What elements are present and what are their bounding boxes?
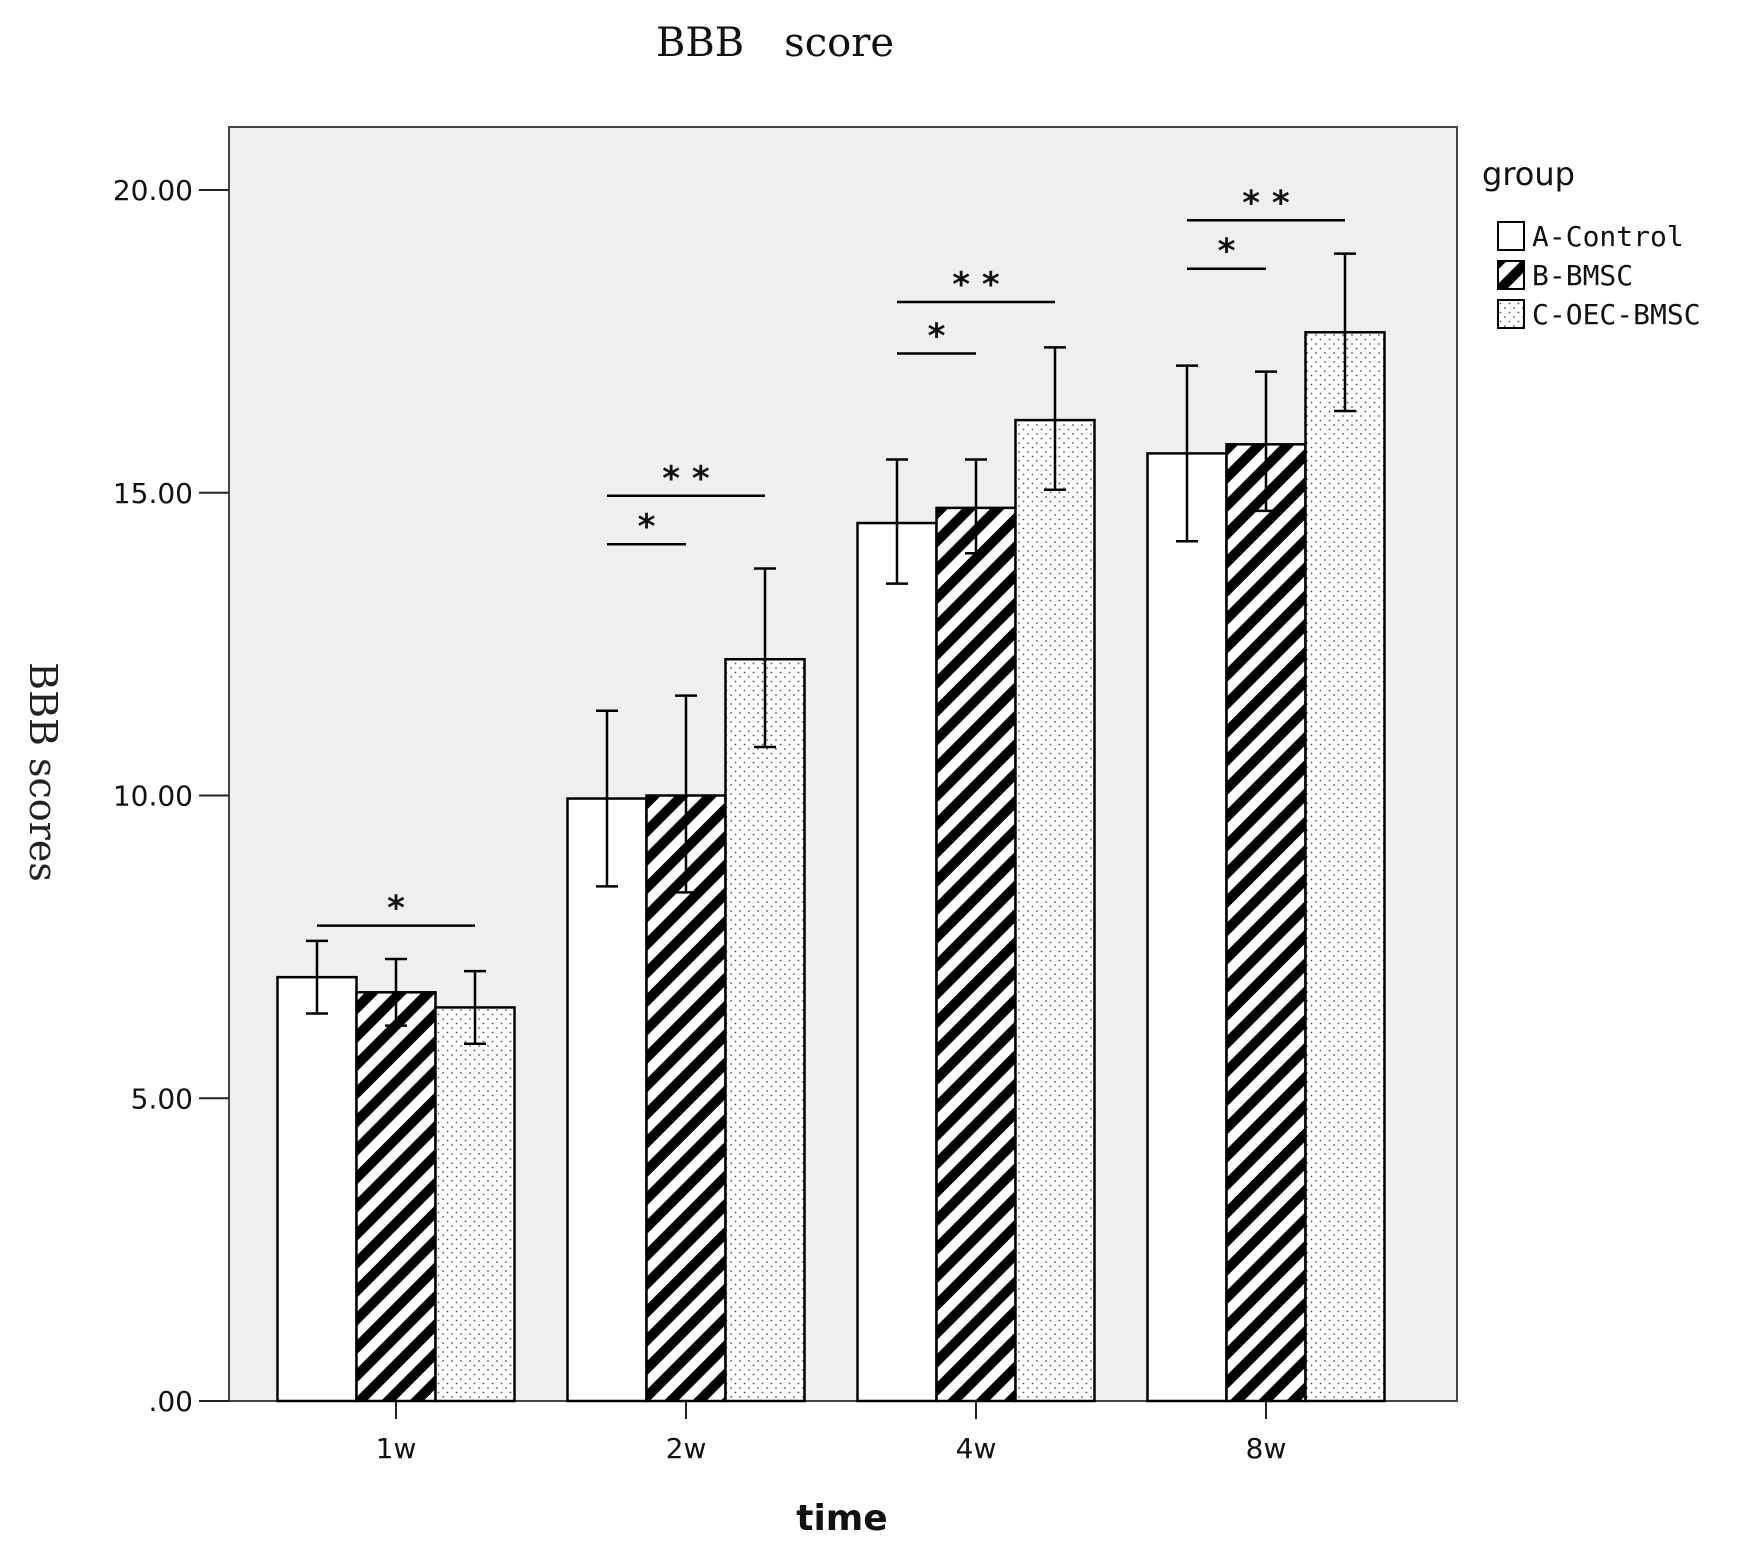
x-tick-label: 1w <box>376 1432 417 1465</box>
legend-swatch <box>1497 260 1525 290</box>
significance-label: * * <box>662 459 710 499</box>
legend-item-label: C-OEC-BMSC <box>1532 298 1701 331</box>
x-tick-label: 8w <box>1246 1432 1287 1465</box>
y-axis-label: BBB scores <box>21 662 65 882</box>
error-bar <box>965 458 987 555</box>
error-bar <box>1176 364 1198 543</box>
bar <box>1146 452 1228 1403</box>
bar <box>724 658 806 1403</box>
error-bar <box>675 694 697 894</box>
y-tick-label: 10.00 <box>113 780 193 813</box>
error-bar <box>385 957 407 1027</box>
bar <box>645 794 727 1403</box>
y-axis: .00 5.00 10.00 15.00 20.00 <box>113 174 229 1418</box>
x-axis-label: time <box>796 1498 887 1539</box>
bar <box>355 991 437 1403</box>
legend: group A-Control B-BMSC C-OEC-BMSC <box>1482 155 1701 331</box>
y-tick-label: 20.00 <box>113 174 193 207</box>
y-tick-label: 5.00 <box>131 1082 193 1115</box>
bar <box>935 506 1017 1403</box>
bar <box>1014 418 1096 1403</box>
error-bar <box>306 939 328 1015</box>
significance-label: * * <box>1242 183 1290 223</box>
error-bar <box>1044 346 1066 491</box>
x-tick-label: 4w <box>956 1432 997 1465</box>
significance-label: * <box>387 889 405 929</box>
significance-label: * * <box>952 265 1000 305</box>
bar <box>276 975 358 1403</box>
legend-item-label: B-BMSC <box>1532 259 1633 292</box>
bar <box>1225 443 1307 1403</box>
significance-label: * <box>638 507 656 547</box>
legend-title: group <box>1482 155 1575 193</box>
bars <box>276 331 1386 1403</box>
significance-label: * <box>1218 232 1236 272</box>
legend-swatch <box>1497 221 1525 251</box>
y-tick-label: .00 <box>148 1385 193 1418</box>
error-bar <box>596 709 618 888</box>
error-bar <box>754 567 776 749</box>
bar <box>434 1006 516 1403</box>
significance-label: * <box>928 316 946 356</box>
bar <box>1304 331 1386 1403</box>
error-bars <box>306 252 1356 1046</box>
x-tick-label: 2w <box>666 1432 707 1465</box>
error-bar <box>1255 370 1277 513</box>
bar <box>566 797 648 1403</box>
y-tick-label: 15.00 <box>113 477 193 510</box>
chart-title: BBB score <box>656 20 894 66</box>
error-bar <box>886 458 908 585</box>
legend-item-label: A-Control <box>1532 220 1684 253</box>
bar <box>856 521 938 1403</box>
x-axis: 1w 2w 4w 8w <box>376 1401 1287 1465</box>
legend-swatch <box>1497 299 1525 329</box>
error-bar <box>464 969 486 1046</box>
significance-annotations: *** *** *** * <box>317 183 1345 929</box>
error-bar <box>1334 252 1356 413</box>
